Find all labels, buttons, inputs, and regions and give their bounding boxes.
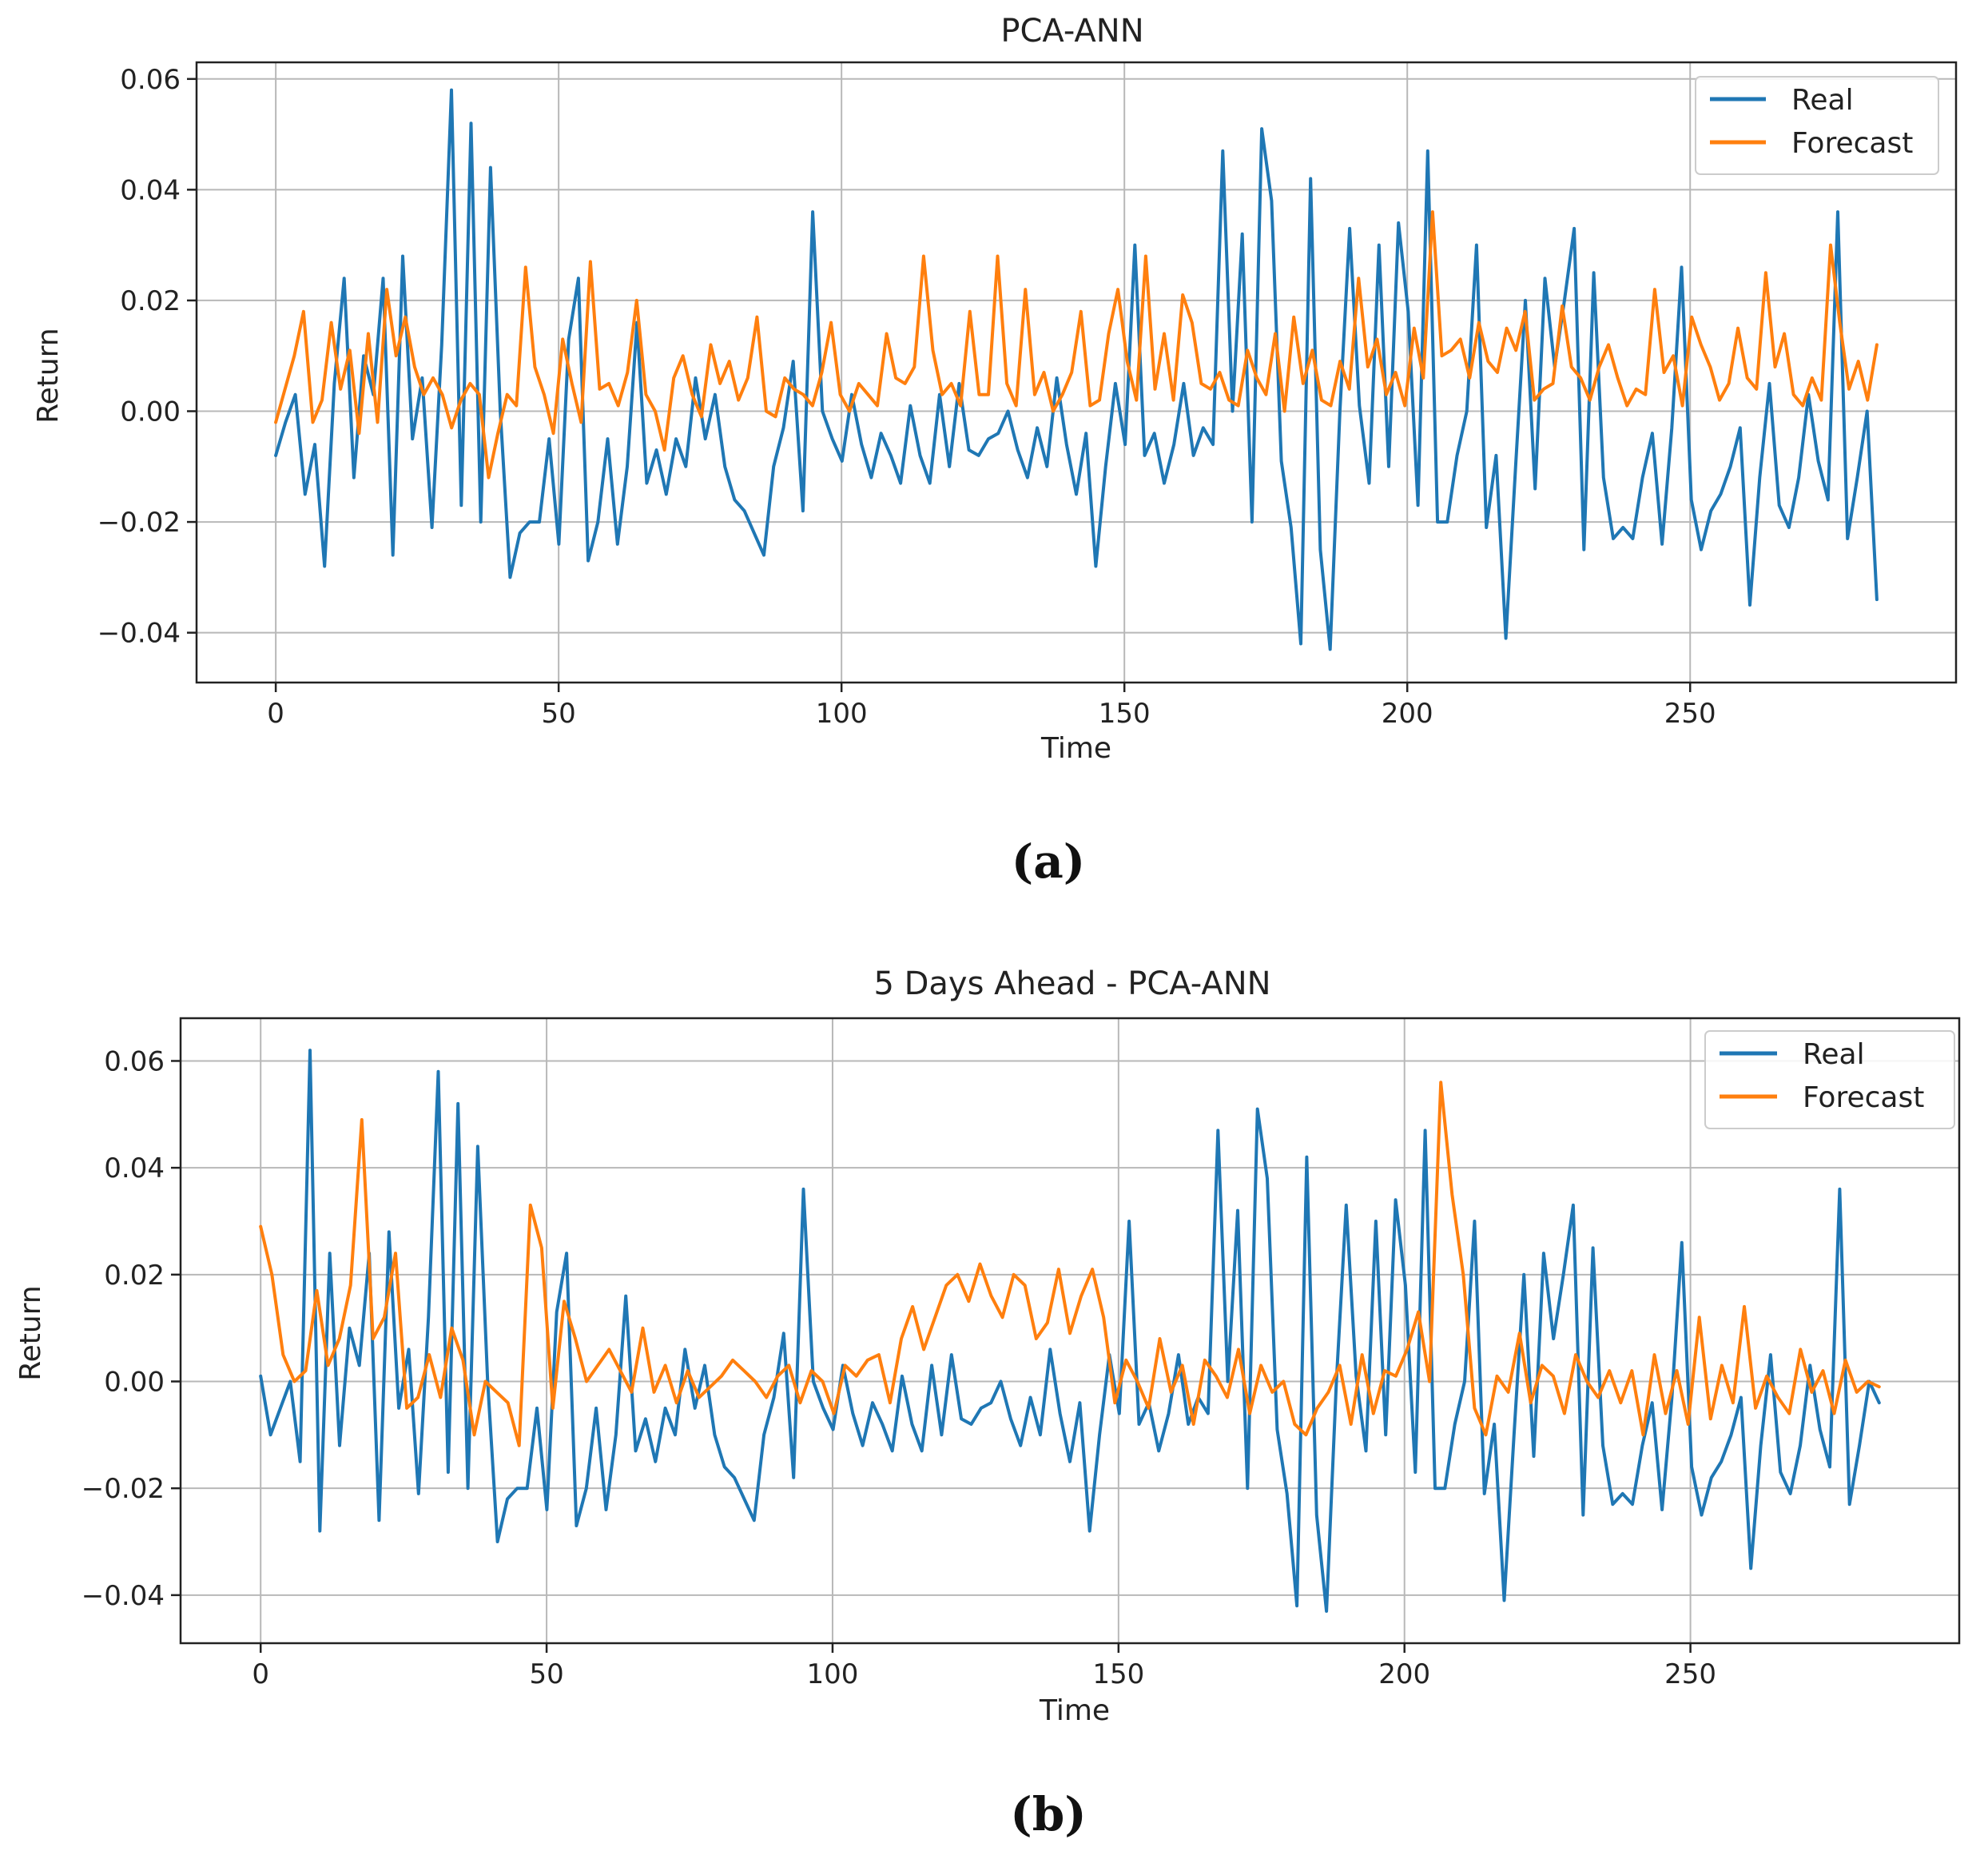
grid-lines [181,1018,1959,1643]
plot-frame [195,61,1958,684]
x-axis-label: Time [1039,1694,1110,1727]
chart-title: PCA-ANN [1000,13,1143,50]
x-axis: 0 50 100 150 200 250 [267,683,1716,730]
y-tick-label: 0.00 [120,396,181,428]
x-tick-label: 100 [816,698,868,730]
x-tick-label: 200 [1382,698,1433,730]
x-axis-label: Time [1040,732,1111,765]
chart-panel-b: 5 Days Ahead - PCA-ANN −0.04 −0.02 0.00 0.0… [14,965,1961,1841]
series-lines [259,1049,1881,1613]
y-axis-label: Return [14,1285,47,1380]
x-tick-label: 50 [529,1658,563,1690]
legend-label-real: Real [1803,1038,1865,1071]
series-line-real [259,1049,1881,1613]
x-tick-label: 250 [1664,698,1716,730]
chart-panel-a: PCA-ANN −0.04 −0.02 0.00 0.02 0.04 0.06 0 50 10… [32,13,1958,889]
series-line-forecast [274,210,1879,480]
x-tick-label: 150 [1092,1658,1144,1690]
x-axis: 0 50 100 150 200 250 [252,1643,1716,1690]
plot-frame [179,1017,1961,1645]
x-tick-label: 100 [807,1658,859,1690]
series-lines [274,88,1879,651]
y-tick-label: 0.02 [120,285,181,317]
x-tick-label: 250 [1664,1658,1716,1690]
y-axis: −0.04 −0.02 0.00 0.02 0.04 0.06 [97,64,197,650]
y-tick-label: 0.04 [104,1152,165,1184]
y-tick-label: 0.00 [104,1366,165,1398]
panel-label: (b) [1010,1787,1086,1841]
x-tick-label: 50 [542,698,576,730]
y-tick-label: −0.02 [82,1473,165,1505]
y-tick-label: −0.04 [97,618,181,650]
grid-lines [197,62,1956,683]
panel-label: (a) [1012,834,1085,889]
y-axis: −0.04 −0.02 0.00 0.02 0.04 0.06 [82,1045,181,1612]
legend-label-real: Real [1791,84,1854,117]
y-tick-label: 0.04 [120,174,181,206]
series-line-forecast [259,1081,1881,1447]
legend: Real Forecast [1704,1030,1955,1129]
legend-label-forecast: Forecast [1791,127,1913,160]
y-tick-label: −0.02 [97,507,181,539]
y-tick-label: 0.06 [120,64,181,96]
x-tick-label: 200 [1378,1658,1430,1690]
x-tick-label: 150 [1099,698,1151,730]
y-axis-label: Return [32,328,65,423]
y-tick-label: 0.02 [104,1260,165,1292]
legend-label-forecast: Forecast [1803,1081,1924,1114]
y-tick-label: −0.04 [82,1580,165,1612]
chart-title: 5 Days Ahead - PCA-ANN [873,965,1270,1002]
legend: Real Forecast [1695,76,1939,175]
y-tick-label: 0.06 [104,1045,165,1077]
x-tick-label: 0 [267,698,284,730]
x-tick-label: 0 [252,1658,269,1690]
series-line-real [274,88,1879,651]
